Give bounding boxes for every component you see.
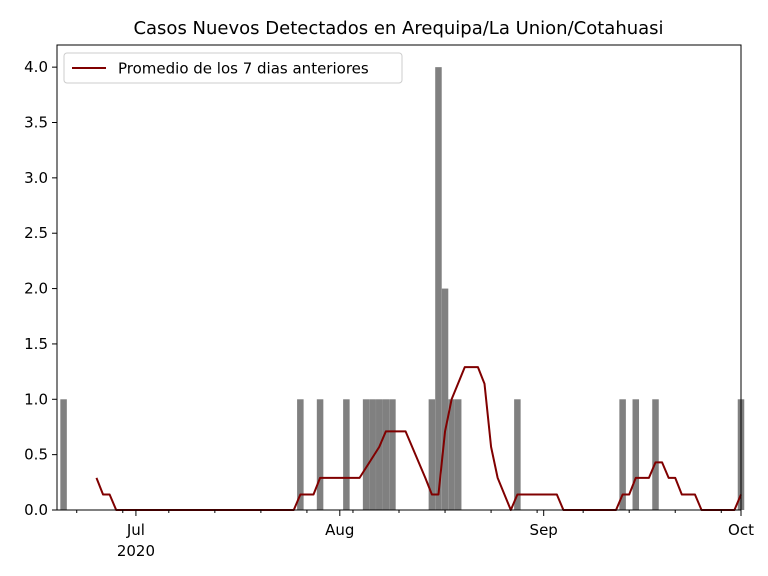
bar xyxy=(441,288,449,510)
bar xyxy=(369,399,376,510)
axes: 0.0 0.5 1.0 1.5 2.0 2.5 3.0 3.5 4.0 Jul 2020 Aug Sep… xyxy=(24,44,754,560)
chart-title: Casos Nuevos Detectados en Arequipa/La U… xyxy=(133,18,663,39)
y-tick-label: 1.0 xyxy=(24,390,48,408)
y-tick-label: 0.5 xyxy=(24,446,48,464)
bar xyxy=(362,399,370,510)
x-tick-label: Jul xyxy=(126,521,145,539)
legend-box xyxy=(63,52,403,84)
y-tick-label: 1.5 xyxy=(24,335,48,353)
x-tick-sublabel: 2020 xyxy=(117,542,155,560)
x-tick-label: Aug xyxy=(325,521,354,539)
bar xyxy=(632,399,640,510)
bar-series xyxy=(60,67,745,511)
bar xyxy=(428,399,436,510)
x-tick-label: Sep xyxy=(530,521,558,539)
bar xyxy=(514,399,521,510)
bar xyxy=(435,67,442,511)
line-series xyxy=(95,366,742,511)
bar xyxy=(343,399,350,510)
y-tick-label: 3.5 xyxy=(24,114,48,132)
x-tick-label: Oct xyxy=(728,521,754,539)
bar xyxy=(376,399,383,510)
y-tick-label: 0.0 xyxy=(24,501,48,519)
legend: Promedio de los 7 dias anteriores xyxy=(63,52,403,84)
y-tick-label: 4.0 xyxy=(24,58,48,76)
y-tick-label: 3.0 xyxy=(24,169,48,187)
bar xyxy=(389,399,396,510)
bar xyxy=(316,399,324,510)
legend-label: Promedio de los 7 dias anteriores xyxy=(118,60,369,78)
bar xyxy=(60,399,67,510)
y-tick-label: 2.0 xyxy=(24,280,48,298)
bar xyxy=(454,399,462,510)
bar xyxy=(652,399,659,510)
bar xyxy=(297,399,304,510)
bar xyxy=(382,399,390,510)
y-tick-label: 2.5 xyxy=(24,224,48,242)
bar xyxy=(448,399,455,510)
bar xyxy=(619,399,626,510)
series-line xyxy=(95,366,742,511)
